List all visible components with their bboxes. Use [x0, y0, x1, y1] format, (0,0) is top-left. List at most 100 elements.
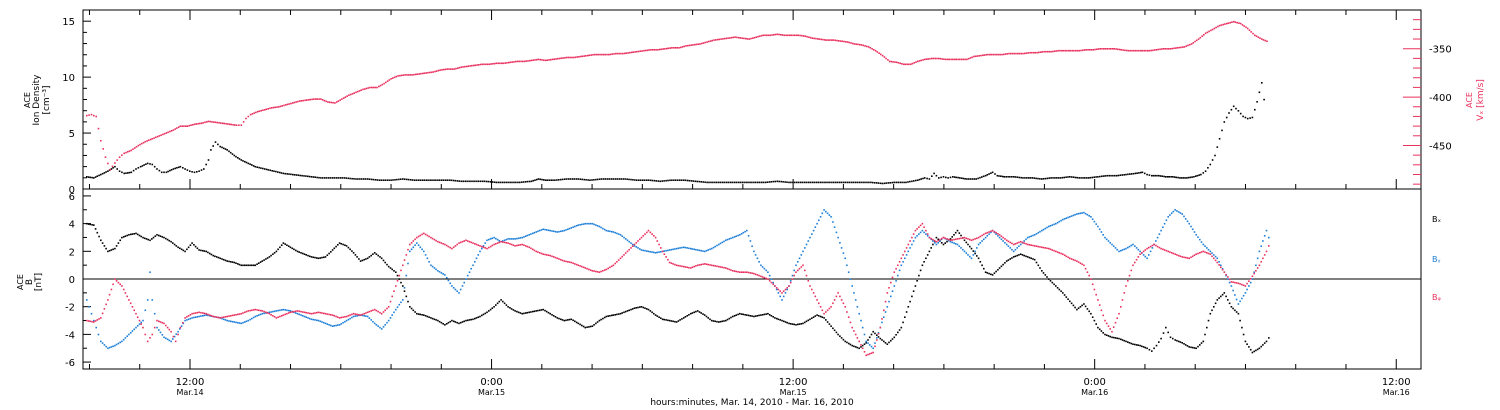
bottom-series-point-1 [484, 242, 487, 244]
bottom-series-point-2 [668, 261, 671, 264]
bottom-series-point-2 [1195, 253, 1197, 255]
bottom-series-point-0 [1002, 263, 1004, 266]
top-series-point-0 [1225, 116, 1228, 119]
bottom-series-point-1 [616, 232, 618, 235]
bottom-series-point-0 [1167, 331, 1169, 334]
bottom-series-point-0 [884, 342, 887, 344]
top-series-point-1 [1182, 46, 1184, 48]
bottom-series-point-0 [1158, 341, 1160, 343]
bottom-series-point-0 [767, 312, 769, 315]
top-series-point-1 [536, 58, 538, 61]
bottom-series-point-2 [1098, 304, 1101, 306]
bottom-series-point-1 [1004, 242, 1006, 244]
top-series-point-1 [497, 62, 499, 65]
bottom-series-point-0 [484, 312, 487, 315]
bottom-series-point-2 [784, 288, 787, 291]
bottom-series-point-1 [1213, 254, 1215, 256]
top-series-point-1 [238, 124, 240, 126]
top-series-point-0 [167, 170, 169, 173]
top-series-point-1 [750, 37, 752, 40]
bottom-series-point-2 [877, 333, 880, 335]
bottom-series-point-2 [159, 321, 162, 323]
top-series-point-1 [1199, 36, 1202, 39]
bottom-left-tick-label: -6 [65, 358, 75, 369]
bottom-series-point-0 [451, 319, 453, 322]
top-series-point-0 [203, 168, 205, 170]
top-series-point-0 [499, 181, 502, 184]
bottom-series-point-1 [1049, 225, 1052, 227]
bottom-series-point-2 [523, 244, 525, 246]
top-series-point-0 [130, 171, 133, 174]
bottom-series-point-0 [605, 315, 608, 318]
bottom-series-point-0 [1028, 256, 1031, 259]
bottom-series-point-0 [696, 310, 699, 312]
bottom-series-point-0 [588, 326, 590, 328]
bottom-series-point-1 [409, 250, 411, 253]
bottom-series-point-2 [965, 237, 968, 240]
top-series-point-0 [706, 181, 708, 184]
bottom-series-point-1 [933, 242, 936, 244]
top-series-point-1 [620, 52, 622, 55]
bottom-series-point-2 [454, 245, 457, 247]
bottom-series-point-1 [1183, 215, 1185, 218]
bottom-series-point-0 [298, 251, 300, 253]
top-series-point-1 [606, 53, 608, 56]
bottom-series-point-1 [321, 321, 323, 323]
bottom-series-point-0 [600, 318, 602, 321]
bottom-series-point-1 [386, 321, 388, 324]
top-series-point-0 [441, 179, 443, 181]
bottom-series-point-0 [582, 325, 585, 328]
bottom-series-point-1 [1239, 300, 1241, 303]
x-tick-label: 0:00 [1083, 377, 1105, 388]
bottom-series-point-1 [317, 319, 320, 322]
bottom-series-point-0 [742, 313, 745, 316]
bottom-series-point-0 [1260, 345, 1262, 348]
bottom-series-point-2 [1204, 251, 1206, 253]
bottom-series-point-1 [856, 306, 859, 308]
bottom-series-point-2 [210, 315, 213, 317]
bottom-series-point-0 [574, 320, 576, 323]
top-series-point-0 [862, 181, 864, 184]
top-series-point-1 [141, 142, 143, 145]
top-series-point-0 [405, 178, 408, 181]
bottom-series-point-0 [519, 312, 522, 314]
top-series-point-1 [834, 39, 836, 42]
bottom-series-point-1 [617, 233, 620, 235]
bottom-series-point-0 [1090, 312, 1092, 315]
bottom-series-point-1 [108, 346, 111, 349]
bottom-series-point-0 [1019, 253, 1022, 255]
bottom-series-point-1 [725, 239, 727, 242]
top-series-point-0 [1074, 176, 1077, 179]
x-tick-date: Mar.14 [176, 388, 203, 397]
top-series-point-0 [260, 167, 262, 169]
top-series-point-0 [669, 179, 671, 182]
bottom-series-point-1 [131, 330, 134, 332]
bottom-series-point-0 [782, 320, 785, 323]
top-series-point-1 [327, 101, 329, 103]
bottom-series-point-2 [589, 269, 592, 271]
top-series-point-1 [184, 125, 187, 127]
bottom-series-point-1 [714, 245, 716, 248]
bottom-series-point-1 [177, 330, 179, 333]
bottom-series-point-1 [744, 230, 746, 233]
bottom-series-point-1 [161, 334, 164, 336]
bottom-series-point-1 [395, 308, 397, 311]
bottom-series-point-0 [1004, 262, 1006, 264]
bottom-series-point-1 [531, 232, 534, 235]
top-series-point-0 [347, 177, 349, 180]
bottom-series-point-1 [756, 257, 759, 260]
bottom-series-point-2 [117, 281, 120, 284]
bottom-series-point-1 [158, 329, 160, 331]
bottom-series-point-1 [128, 333, 130, 336]
bottom-series-point-2 [509, 243, 511, 245]
bottom-series-point-2 [621, 255, 623, 258]
top-series-point-0 [228, 150, 230, 153]
top-series-point-1 [780, 34, 782, 36]
bottom-series-point-2 [661, 250, 664, 253]
top-series-point-1 [514, 60, 517, 63]
bottom-series-point-0 [807, 319, 810, 322]
bottom-series-point-0 [208, 252, 211, 255]
top-series-point-1 [455, 67, 457, 70]
bottom-series-point-1 [196, 316, 199, 318]
bottom-series-point-1 [586, 222, 588, 225]
